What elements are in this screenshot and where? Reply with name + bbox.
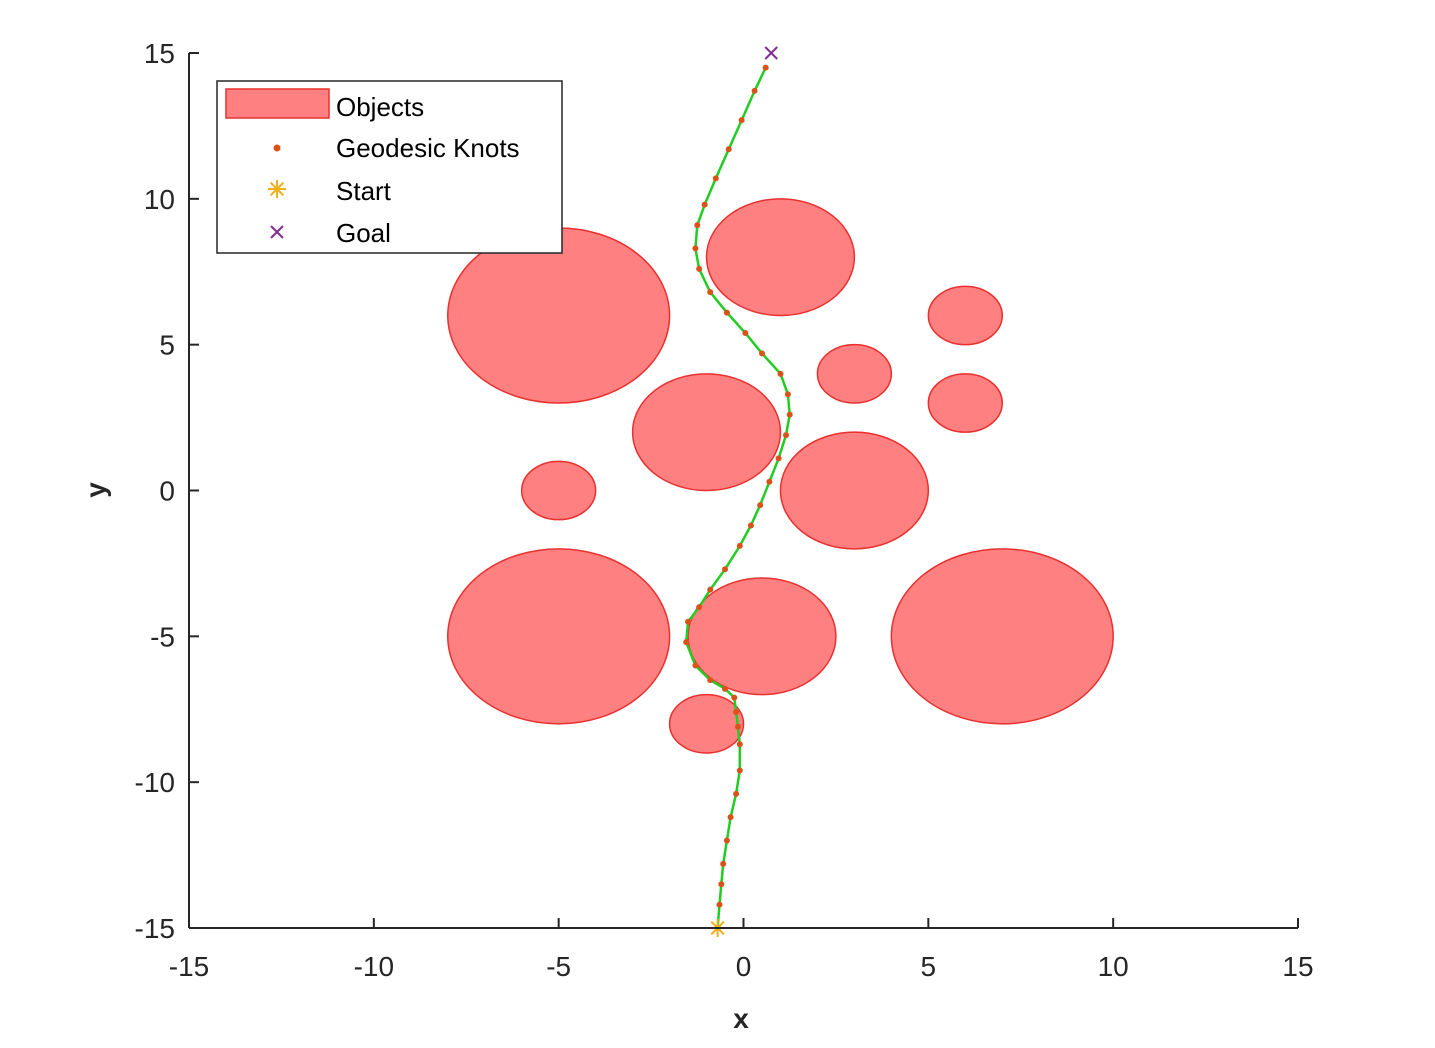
geodesic-knot: [747, 522, 754, 529]
geodesic-knot: [722, 566, 729, 573]
object-circle: [816, 343, 893, 404]
geodesic-knot: [751, 87, 758, 94]
object-circle: [631, 373, 782, 492]
legend-label-knots: Geodesic Knots: [336, 133, 520, 163]
geodesic-knot: [707, 586, 714, 593]
geodesic-knot: [692, 245, 699, 252]
object-circle: [779, 431, 930, 550]
geodesic-knot: [722, 685, 729, 692]
y-ticks: -15 -10 -5 0 5 10 15: [135, 38, 199, 944]
object-circle: [520, 460, 597, 521]
legend-objects-swatch: [225, 88, 330, 119]
geodesic-knot: [718, 881, 725, 888]
x-tick-label: 0: [736, 951, 752, 982]
geodesic-knot: [733, 790, 740, 797]
object-circle: [668, 693, 745, 754]
object-circle: [927, 285, 1004, 346]
geodesic-knot: [712, 175, 719, 182]
geodesic-knot: [758, 350, 765, 357]
geodesic-path-line: [684, 67, 791, 929]
x-tick-label: -5: [546, 951, 571, 982]
geodesic-knot: [723, 309, 730, 316]
object-circle: [927, 373, 1004, 433]
objects-layer: [447, 198, 1114, 754]
y-axis-title: y: [80, 482, 111, 498]
x-ticks: -15 -10 -5 0 5 10 15: [169, 918, 1314, 982]
geodesic-knot: [777, 370, 784, 377]
geodesic-knot: [707, 677, 714, 684]
geodesic-knot: [692, 662, 699, 669]
geodesic-knot: [707, 289, 714, 296]
geodesic-knot: [786, 411, 793, 418]
y-tick-label: 0: [159, 476, 175, 507]
geodesic-knot: [685, 618, 692, 625]
geodesic-knot: [738, 117, 745, 124]
legend: Objects Geodesic Knots Start Goal: [216, 80, 563, 254]
geodesic-knot: [716, 901, 723, 908]
y-tick-label: 10: [144, 184, 175, 215]
y-tick-label: 15: [144, 38, 175, 69]
geodesic-knot: [723, 837, 730, 844]
geodesic-knot: [784, 391, 791, 398]
x-tick-label: 5: [921, 951, 937, 982]
x-tick-label: -10: [354, 951, 394, 982]
object-circle: [687, 577, 837, 696]
legend-knot-marker: [273, 144, 281, 152]
legend-start-star: [268, 180, 286, 198]
x-tick-label: -15: [169, 951, 209, 982]
geodesic-knot: [775, 455, 782, 462]
geodesic-knot: [734, 723, 741, 730]
geodesic-knot: [762, 64, 769, 71]
geodesic-knot: [727, 814, 734, 821]
legend-label-start: Start: [336, 176, 392, 206]
geodesic-knot: [720, 860, 727, 867]
geodesic-knot: [725, 146, 732, 153]
x-tick-label: 10: [1098, 951, 1129, 982]
goal-marker: [764, 46, 778, 60]
goal-layer: [764, 46, 778, 60]
y-tick-label: -5: [150, 621, 175, 652]
legend-goal-marker: [270, 225, 284, 239]
y-tick-label: -15: [135, 913, 175, 944]
object-circle: [890, 548, 1114, 725]
legend-goal-cross: [270, 225, 284, 239]
geodesic-knot: [696, 604, 703, 611]
legend-label-goal: Goal: [336, 218, 391, 248]
geodesic-knot: [736, 741, 743, 748]
geodesic-knot: [683, 639, 690, 646]
geodesic-knot: [736, 767, 743, 774]
geodesic-knot: [701, 201, 708, 208]
knots-layer: [683, 64, 793, 931]
legend-label-objects: Objects: [336, 92, 424, 122]
object-circle: [447, 548, 671, 725]
object-circle: [705, 198, 856, 317]
geodesic-knot: [731, 694, 738, 701]
y-tick-label: -10: [135, 767, 175, 798]
legend-start-marker: [268, 180, 286, 198]
geodesic-knot: [736, 542, 743, 549]
geodesic-knot: [757, 502, 764, 509]
geodesic-knot: [696, 265, 703, 272]
geodesic-knot: [783, 432, 790, 439]
geodesic-knot: [733, 709, 740, 716]
geodesic-knot: [766, 478, 773, 485]
geodesic-knot: [742, 330, 749, 336]
object-circle: [447, 227, 671, 404]
x-tick-label: 15: [1282, 951, 1313, 982]
x-axis-title: x: [733, 1003, 749, 1034]
geodesic-knot: [694, 222, 701, 229]
axes: -15 -10 -5 0 5 10 15 -15 -10 -5 0 5 10 15: [135, 38, 1314, 982]
y-tick-label: 5: [159, 330, 175, 361]
